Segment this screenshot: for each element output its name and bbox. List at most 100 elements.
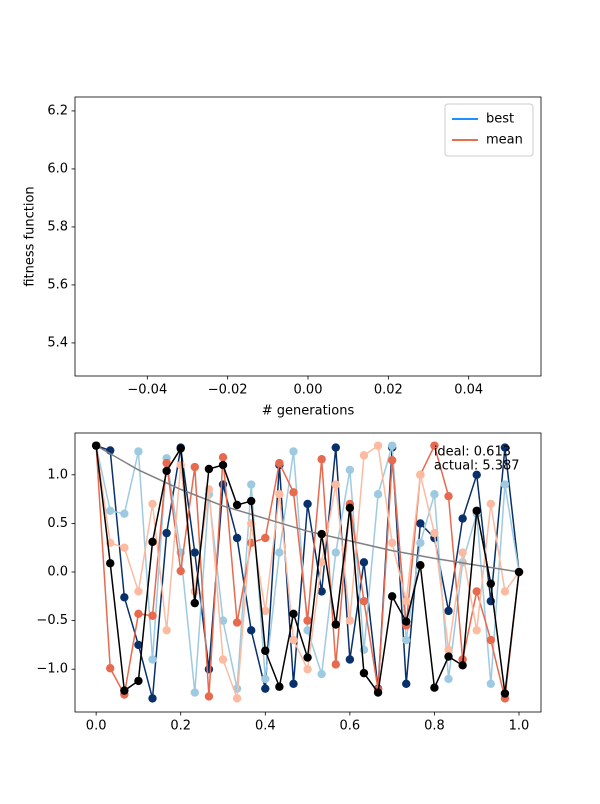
series-marker [416,519,425,528]
y-tick-label: 6.0 [47,161,68,176]
series-marker [176,444,185,453]
series-marker [331,660,340,669]
series-marker [232,533,242,543]
legend-label: best [486,112,514,127]
series-marker [444,491,453,501]
y-tick-label: 1.0 [47,467,68,482]
series-marker [317,587,326,596]
series-marker [204,692,214,701]
series-marker [472,626,481,635]
series-marker [402,635,411,645]
series-marker [176,460,185,470]
series-marker [486,635,496,645]
series-marker [486,579,496,588]
series-marker [416,538,425,548]
series-marker [500,480,510,489]
series-marker [148,537,157,547]
series-marker [148,499,157,509]
x-tick-label: 0.00 [294,383,323,398]
x-tick-label: 0.6 [340,719,361,734]
series-marker [472,470,481,480]
series-marker [430,490,439,499]
series-marker [162,458,171,468]
series-marker [134,676,143,686]
series-marker [218,460,228,470]
series-marker [247,626,256,635]
series-marker [416,561,425,570]
series-marker [218,453,228,462]
y-tick-label: −1.0 [36,662,68,677]
series-marker [303,626,312,635]
series-marker [289,679,298,689]
series-marker [204,665,214,674]
series-marker [359,596,369,606]
series-marker [134,447,143,456]
series-marker [444,652,453,661]
series-marker [134,587,143,596]
y-tick-label: 5.8 [47,219,68,234]
series-marker [430,441,439,450]
series-marker [387,592,397,601]
series-marker [472,506,481,515]
series-marker [444,645,453,654]
series-marker [106,664,115,673]
series-marker [120,543,129,552]
series-marker [444,606,453,616]
series-marker [232,500,242,510]
series-marker [275,682,284,691]
series-marker [275,548,284,557]
series-marker [190,688,199,697]
x-tick-label: 0.2 [170,719,191,734]
series-marker [472,587,481,596]
series-marker [218,655,228,664]
series-marker [359,558,369,567]
x-tick-label: 0.0 [86,719,107,734]
series-marker [402,617,411,626]
series-marker [190,598,199,608]
series-marker [303,616,312,625]
y-tick-label: 0.5 [47,516,68,531]
series-marker [500,587,510,596]
series-marker [373,490,383,499]
x-tick-label: 0.02 [374,383,403,398]
series-marker [289,447,298,456]
series-marker [190,587,199,596]
x-tick-label: 0.04 [454,383,483,398]
series-marker [387,441,397,450]
series-marker [486,499,496,509]
series-marker [303,499,312,509]
series-marker [430,528,439,538]
series-marker [303,653,312,662]
series-marker [289,609,298,619]
x-tick-label: −0.02 [208,383,248,398]
series-marker [162,626,171,635]
series-marker [331,443,340,452]
series-marker [261,674,270,684]
series-marker [190,548,199,557]
series-marker [120,686,129,695]
series-marker [317,558,326,567]
series-marker [232,618,242,627]
series-marker [218,616,228,625]
y-axis-label: fitness function [23,186,38,286]
x-tick-label: 1.0 [509,719,530,734]
y-tick-label: 5.4 [47,335,68,350]
series-marker [345,655,355,664]
series-marker [387,456,397,465]
series-marker [289,488,298,497]
series-marker [458,661,467,670]
series-marker [148,655,157,664]
y-tick-label: 6.2 [47,103,68,118]
series-marker [261,684,270,693]
series-marker [373,688,383,697]
series-marker [275,458,284,468]
series-marker [261,533,270,543]
series-marker [500,443,510,452]
series-marker [148,611,157,620]
series-marker [106,506,115,515]
series-marker [120,593,129,602]
series-marker [317,669,326,679]
x-tick-label: 0.8 [424,719,445,734]
series-marker [331,548,340,557]
